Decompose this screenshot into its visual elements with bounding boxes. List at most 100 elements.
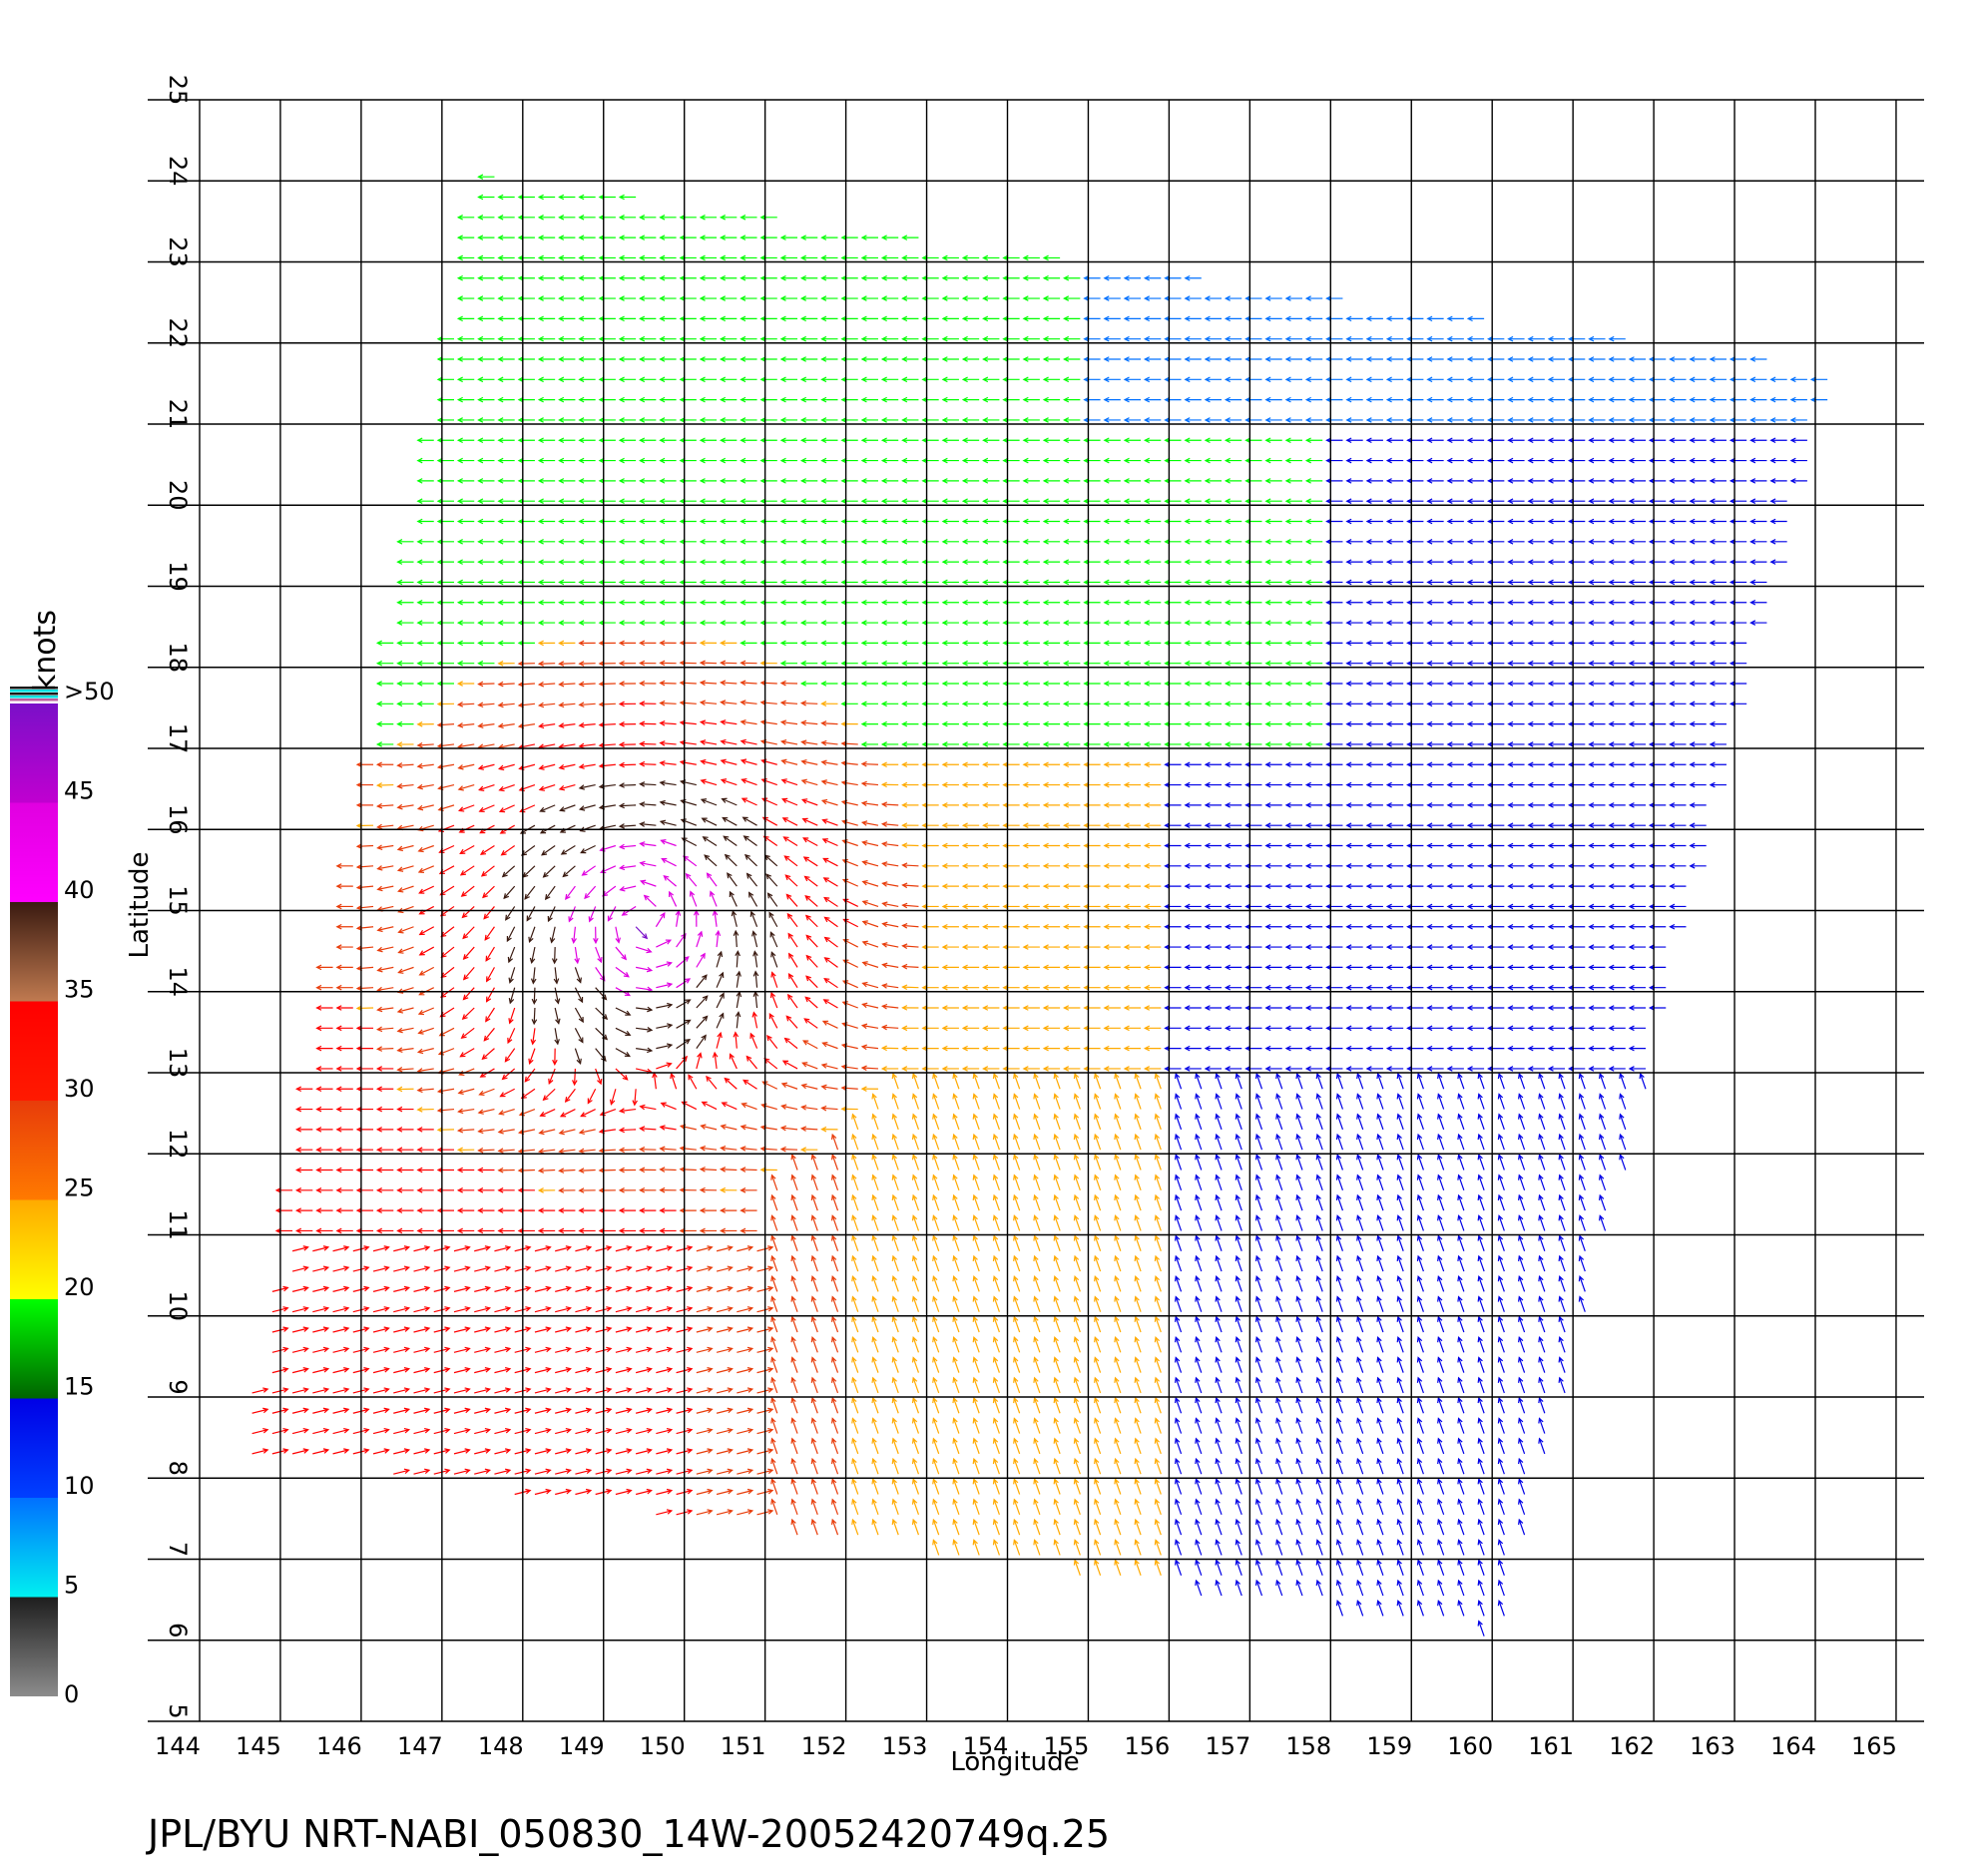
- wind-vector: [578, 396, 596, 403]
- wind-vector: [1608, 498, 1626, 504]
- wind-vector: [871, 1315, 879, 1333]
- wind-vector: [1114, 1498, 1122, 1516]
- wind-vector: [1114, 1335, 1122, 1353]
- wind-vector: [1114, 1133, 1122, 1151]
- wind-vector: [1204, 720, 1223, 727]
- wind-vector: [639, 740, 657, 747]
- wind-vector: [659, 498, 677, 504]
- wind-vector: [901, 498, 919, 504]
- wind-vector: [618, 1207, 637, 1213]
- wind-vector: [1164, 984, 1182, 991]
- wind-vector: [696, 1367, 714, 1374]
- wind-vector: [1345, 944, 1363, 950]
- wind-vector: [291, 1326, 309, 1333]
- wind-vector: [820, 701, 838, 707]
- wind-vector: [1385, 437, 1404, 444]
- wind-vector: [534, 1346, 552, 1353]
- wind-vector: [1103, 315, 1121, 322]
- wind-vector: [820, 579, 838, 586]
- wind-vector: [1437, 1113, 1445, 1131]
- wind-vector: [1295, 1376, 1303, 1394]
- wind-vector: [1325, 883, 1343, 889]
- wind-vector: [618, 254, 637, 261]
- wind-vector: [1295, 1214, 1303, 1231]
- wind-vector: [1406, 802, 1424, 808]
- wind-vector: [477, 498, 495, 504]
- wind-vector: [578, 295, 596, 301]
- wind-vector: [840, 799, 858, 806]
- wind-vector: [1608, 944, 1626, 950]
- wind-vector: [537, 661, 556, 667]
- wind-vector: [1628, 720, 1647, 727]
- wind-vector: [578, 804, 596, 811]
- wind-vector: [1284, 295, 1302, 301]
- wind-vector: [1628, 701, 1647, 707]
- wind-vector: [1164, 518, 1182, 525]
- wind-vector: [1304, 315, 1323, 322]
- wind-vector: [1466, 1005, 1485, 1011]
- wind-vector: [1184, 984, 1202, 991]
- wind-vector: [1042, 944, 1061, 950]
- wind-vector: [932, 1518, 940, 1536]
- wind-vector: [1628, 376, 1647, 383]
- wind-vector: [639, 396, 657, 403]
- wind-vector: [1033, 1234, 1041, 1251]
- wind-vector: [1143, 822, 1162, 828]
- wind-vector: [1345, 822, 1363, 828]
- wind-vector: [1518, 1417, 1526, 1434]
- wind-vector: [1547, 701, 1566, 707]
- wind-vector: [396, 1106, 414, 1113]
- wind-vector: [1254, 1072, 1263, 1090]
- wind-vector: [1518, 1295, 1526, 1312]
- wind-vector: [251, 1448, 269, 1455]
- wind-vector: [676, 1039, 692, 1050]
- wind-vector: [615, 1407, 633, 1414]
- wind-vector: [735, 1011, 741, 1029]
- wind-vector: [779, 335, 798, 342]
- wind-vector: [503, 885, 516, 900]
- wind-vector: [992, 1315, 1000, 1333]
- wind-vector: [1143, 478, 1162, 484]
- wind-vector: [737, 1468, 754, 1475]
- wind-vector: [416, 518, 434, 525]
- wind-vector: [1094, 1396, 1102, 1414]
- wind-vector: [497, 376, 515, 383]
- x-tick-label: 158: [1285, 1732, 1331, 1760]
- wind-vector: [1264, 498, 1282, 504]
- wind-vector: [560, 844, 576, 855]
- wind-vector: [1709, 640, 1727, 647]
- wind-vector: [759, 518, 777, 525]
- wind-vector: [1244, 964, 1262, 971]
- wind-vector: [992, 1275, 1000, 1292]
- wind-vector: [1254, 1335, 1263, 1353]
- wind-vector: [1477, 1478, 1485, 1495]
- wind-vector: [1295, 1173, 1303, 1191]
- wind-vector: [656, 939, 673, 948]
- wind-vector: [1507, 417, 1525, 423]
- wind-vector: [1184, 478, 1202, 484]
- wind-vector: [1669, 437, 1687, 444]
- wind-vector: [1628, 579, 1647, 586]
- wind-vector: [615, 1265, 633, 1272]
- wind-vector: [1143, 781, 1162, 788]
- wind-vector: [376, 966, 394, 973]
- wind-vector: [901, 761, 919, 768]
- colorbar-stripe: [10, 699, 58, 702]
- wind-vector: [952, 1072, 960, 1090]
- wind-vector: [639, 1126, 657, 1132]
- wind-vector: [787, 952, 798, 968]
- wind-vector: [656, 1245, 674, 1252]
- wind-vector: [436, 457, 454, 464]
- wind-vector: [393, 1306, 411, 1313]
- wind-vector: [1244, 720, 1262, 727]
- wind-vector: [1315, 1539, 1323, 1556]
- wind-vector: [763, 854, 778, 867]
- wind-vector: [1114, 1457, 1122, 1475]
- wind-vector: [1406, 478, 1424, 484]
- wind-vector: [861, 860, 879, 867]
- wind-vector: [1002, 478, 1020, 484]
- wind-vector: [615, 1326, 633, 1333]
- wind-vector: [799, 335, 818, 342]
- wind-vector: [1416, 1498, 1424, 1516]
- wind-vector: [770, 1214, 778, 1231]
